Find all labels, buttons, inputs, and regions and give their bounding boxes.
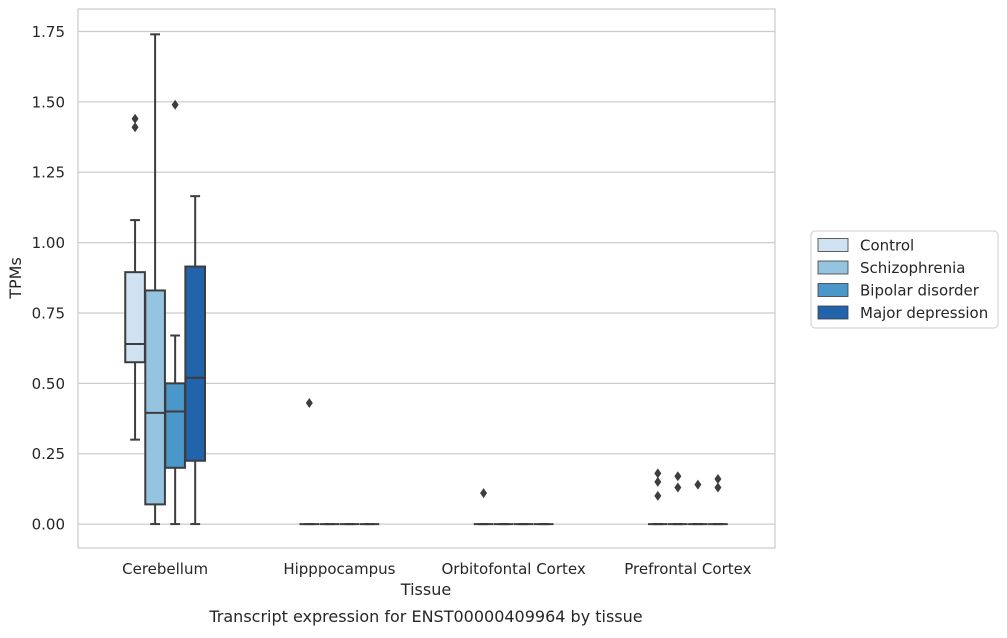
legend: Control Schizophrenia Bipolar disorder Majo… — [810, 230, 999, 329]
x-tick-label: Prefrontal Cortex — [624, 560, 751, 578]
outlier-point — [714, 474, 722, 485]
y-axis-label: TPMs — [6, 257, 25, 300]
outlier-point — [480, 488, 488, 499]
legend-label: Schizophrenia — [860, 259, 965, 277]
box-body — [124, 271, 146, 364]
outlier-point — [305, 398, 313, 409]
outlier-point — [131, 122, 139, 133]
y-tick-label: 1.00 — [32, 234, 65, 252]
x-tick-label: Hipppocampus — [283, 560, 395, 578]
outlier-point — [674, 471, 682, 482]
x-axis-ticks: Cerebellum Hipppocampus Orbitofontal Corte… — [122, 560, 751, 578]
box-2-0 — [473, 488, 494, 526]
chart-caption: Transcript expression for ENST0000040996… — [208, 607, 642, 626]
outlier-point — [131, 113, 139, 124]
outlier-point — [654, 468, 662, 479]
plot-frame — [77, 8, 776, 549]
box-body — [164, 382, 186, 469]
x-tick-label: Orbitofontal Cortex — [442, 560, 586, 578]
y-tick-label: 0.50 — [32, 375, 65, 393]
y-tick-label: 1.25 — [32, 164, 65, 182]
y-tick-label: 1.75 — [32, 23, 65, 41]
box-3-1 — [668, 471, 688, 526]
outlier-point — [714, 482, 722, 493]
box-1-0 — [299, 398, 320, 526]
y-axis-ticks: 0.00 0.25 0.50 0.75 1.00 1.25 1.50 1.75 — [32, 23, 65, 534]
legend-swatch — [817, 238, 849, 252]
box-body — [184, 265, 207, 462]
y-tick-label: 0.25 — [32, 445, 65, 463]
outlier-point — [654, 476, 662, 487]
x-axis-label: Tissue — [400, 580, 451, 599]
box-3-3 — [708, 474, 728, 526]
legend-swatch — [817, 305, 849, 320]
legend-frame — [810, 230, 999, 329]
box-plots — [124, 33, 728, 526]
legend-label: Control — [860, 237, 914, 255]
box-3-2 — [688, 479, 708, 526]
outlier-point — [674, 482, 682, 493]
outlier-point — [654, 490, 662, 501]
legend-swatch — [817, 260, 849, 275]
box-3-0 — [647, 468, 668, 526]
legend-label: Major depression — [860, 304, 988, 322]
y-tick-label: 1.50 — [32, 93, 65, 111]
y-tick-label: 0.00 — [32, 516, 65, 534]
legend-label: Bipolar disorder — [860, 282, 980, 300]
box-0-2 — [164, 99, 186, 526]
outlier-point — [171, 99, 179, 110]
legend-swatch — [817, 283, 849, 297]
x-tick-label: Cerebellum — [122, 560, 208, 578]
outlier-point — [694, 479, 702, 490]
box-0-3 — [184, 195, 207, 526]
box-0-1 — [144, 33, 166, 526]
box-body — [144, 289, 166, 506]
y-tick-label: 0.75 — [32, 304, 65, 322]
